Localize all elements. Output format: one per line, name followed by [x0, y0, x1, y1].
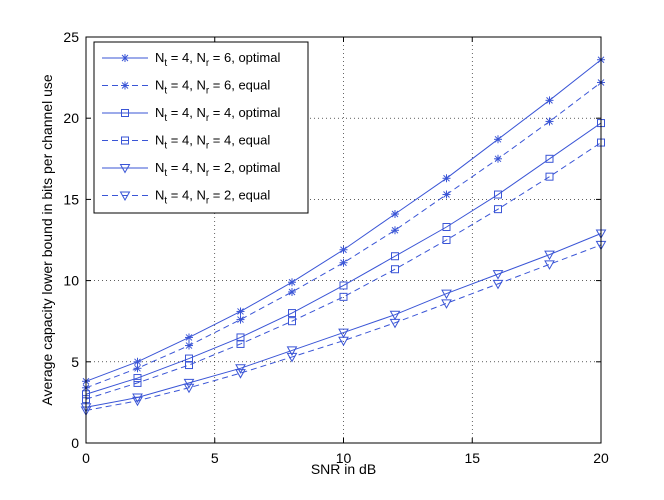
series-6-optimal — [82, 55, 605, 386]
y-tick-label: 10 — [63, 273, 79, 289]
data-point — [338, 336, 349, 347]
series-2-optimal — [80, 229, 607, 413]
series-line — [85, 82, 602, 389]
data-point — [236, 339, 245, 348]
y-tick-label: 25 — [63, 29, 79, 45]
data-point — [544, 250, 555, 261]
data-point — [441, 299, 452, 309]
data-point — [185, 354, 193, 363]
data-point — [391, 226, 399, 235]
data-point — [492, 270, 504, 280]
data-point — [545, 154, 554, 163]
x-tick-label: 15 — [464, 450, 480, 466]
data-point — [391, 210, 399, 219]
data-point — [391, 252, 399, 261]
ticks-layer: 0 5 10 15 20 0 5 10 15 20 25 — [63, 29, 609, 466]
data-point — [339, 281, 348, 290]
data-point — [339, 292, 348, 301]
data-point — [492, 279, 504, 290]
data-point — [236, 333, 245, 342]
y-tick-label: 0 — [71, 435, 79, 451]
data-point — [545, 172, 554, 181]
data-point — [442, 190, 451, 199]
legend-label: Nt = 4, Nr = 2, optimal — [155, 160, 280, 179]
legend-marker — [119, 164, 131, 174]
data-point — [235, 369, 246, 379]
data-point — [185, 341, 193, 350]
legend-box — [93, 41, 309, 214]
data-point — [133, 374, 142, 383]
data-point — [338, 328, 349, 339]
x-tick-label: 20 — [593, 450, 609, 466]
data-point — [389, 318, 401, 329]
data-point — [442, 174, 451, 183]
legend-label: Nt = 4, Nr = 6, equal — [155, 78, 270, 97]
legend-marker — [119, 191, 131, 202]
data-point — [236, 315, 245, 324]
x-tick-label: 10 — [336, 450, 352, 466]
y-tick-label: 20 — [63, 110, 79, 126]
x-tick-label: 5 — [211, 450, 219, 466]
x-tick-label: 0 — [82, 450, 90, 466]
legend-item: Nt = 4, Nr = 2, equal — [102, 188, 270, 207]
data-point — [236, 307, 245, 316]
legend-label: Nt = 4, Nr = 4, optimal — [155, 105, 280, 124]
legend-item: Nt = 4, Nr = 6, equal — [102, 78, 270, 97]
series-line — [85, 244, 602, 412]
data-point — [494, 135, 502, 144]
legend-marker — [121, 109, 129, 117]
data-point — [389, 310, 401, 321]
series-line — [85, 233, 602, 408]
data-point — [185, 361, 193, 370]
data-point — [494, 154, 502, 163]
data-point — [286, 346, 298, 356]
data-point — [442, 236, 451, 244]
series-2-equal — [80, 240, 607, 417]
legend-item: Nt = 4, Nr = 4, optimal — [102, 105, 280, 124]
data-point — [391, 265, 399, 274]
data-point — [339, 258, 348, 267]
data-point — [288, 309, 296, 318]
series-4-equal — [82, 138, 605, 404]
data-point — [494, 190, 502, 199]
legend: Nt = 4, Nr = 6, optimal Nt = 4, Nr = 6, e… — [93, 41, 309, 214]
data-point — [235, 364, 246, 374]
legend-label: Nt = 4, Nr = 6, optimal — [155, 50, 280, 69]
x-axis-label: SNR in dB — [311, 461, 376, 477]
data-point — [288, 287, 296, 296]
legend-label: Nt = 4, Nr = 4, equal — [155, 133, 270, 152]
legend-marker — [121, 54, 129, 62]
data-point — [132, 396, 143, 407]
data-point — [545, 96, 554, 105]
y-axis-label: Average capacity lower bound in bits per… — [39, 74, 55, 405]
data-point — [183, 383, 195, 394]
legend-item: Nt = 4, Nr = 6, optimal — [102, 50, 280, 69]
data-point — [183, 378, 195, 389]
data-point — [288, 278, 296, 287]
series-line — [85, 142, 602, 400]
data-point — [133, 364, 142, 373]
data-point — [185, 333, 193, 342]
data-point — [132, 393, 143, 404]
data-point — [494, 205, 502, 214]
data-point — [442, 223, 451, 232]
legend-marker — [121, 81, 129, 90]
data-point — [286, 352, 298, 363]
data-point — [133, 378, 142, 387]
legend-item: Nt = 4, Nr = 4, equal — [102, 133, 270, 152]
data-point — [441, 289, 452, 300]
data-point — [288, 317, 296, 326]
data-point — [545, 117, 554, 126]
data-point — [133, 357, 142, 366]
legend-item: Nt = 4, Nr = 2, optimal — [102, 160, 280, 179]
legend-label: Nt = 4, Nr = 2, equal — [155, 188, 270, 207]
legend-marker — [121, 136, 129, 145]
y-tick-label: 5 — [71, 354, 79, 370]
data-point — [544, 260, 555, 270]
y-tick-label: 15 — [63, 191, 79, 207]
series-line — [85, 122, 602, 395]
series-layer — [80, 55, 607, 417]
data-point — [339, 245, 348, 254]
